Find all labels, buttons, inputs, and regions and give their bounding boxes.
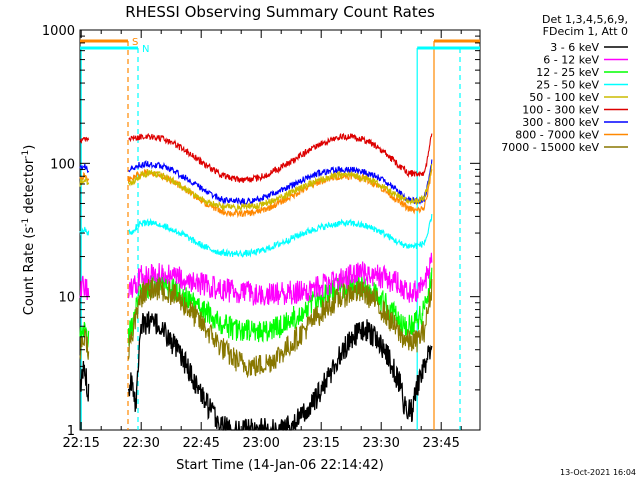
legend-label: 12 - 25 keV	[536, 66, 599, 79]
legend-label: 300 - 800 keV	[522, 116, 599, 129]
x-tick-label: 23:30	[362, 436, 399, 451]
flag-label: N	[142, 44, 149, 55]
series-line	[79, 311, 433, 431]
legend-header: Det 1,3,4,5,6,9,	[542, 13, 628, 26]
x-tick-label: 23:15	[302, 436, 339, 451]
y-tick-label: 1	[67, 424, 75, 439]
legend-label: 3 - 6 keV	[550, 41, 599, 54]
legend-label: 50 - 100 keV	[529, 91, 599, 104]
y-tick-label: 10	[58, 291, 75, 306]
x-tick-label: 23:00	[242, 436, 279, 451]
flag-label: S	[132, 37, 138, 48]
series-line	[79, 163, 433, 213]
series-line	[79, 213, 433, 258]
series-group	[79, 132, 433, 431]
series-line	[79, 168, 433, 219]
x-axis-label: Start Time (14-Jan-06 22:14:42)	[176, 458, 384, 473]
legend-header: FDecim 1, Att 0	[543, 25, 628, 38]
series-line	[79, 159, 433, 207]
x-tick-label: 22:30	[122, 436, 159, 451]
footer-timestamp: 13-Oct-2021 16:04	[560, 468, 636, 477]
y-tick-label: 1000	[42, 24, 75, 39]
y-tick-label: 100	[50, 157, 75, 172]
y-axis-label: Count Rate (s-1 detector-1)	[21, 145, 37, 316]
chart-title: RHESSI Observing Summary Count Rates	[125, 3, 435, 21]
x-tick-label: 22:15	[62, 436, 99, 451]
legend-label: 800 - 7000 keV	[515, 129, 599, 142]
legend-label: 6 - 12 keV	[543, 54, 599, 67]
series-line	[79, 132, 433, 184]
legend-label: 7000 - 15000 keV	[501, 141, 599, 154]
x-tick-label: 22:45	[182, 436, 219, 451]
legend-label: 100 - 300 keV	[522, 104, 599, 117]
x-tick-label: 23:45	[422, 436, 459, 451]
legend-label: 25 - 50 keV	[536, 79, 599, 92]
legend: Det 1,3,4,5,6,9,FDecim 1, Att 0 3 - 6 keV…	[501, 13, 628, 154]
axes: 22:15 22:30 22:45 23:00 23:15 23:30 23:45 1 10 10…	[42, 24, 480, 451]
